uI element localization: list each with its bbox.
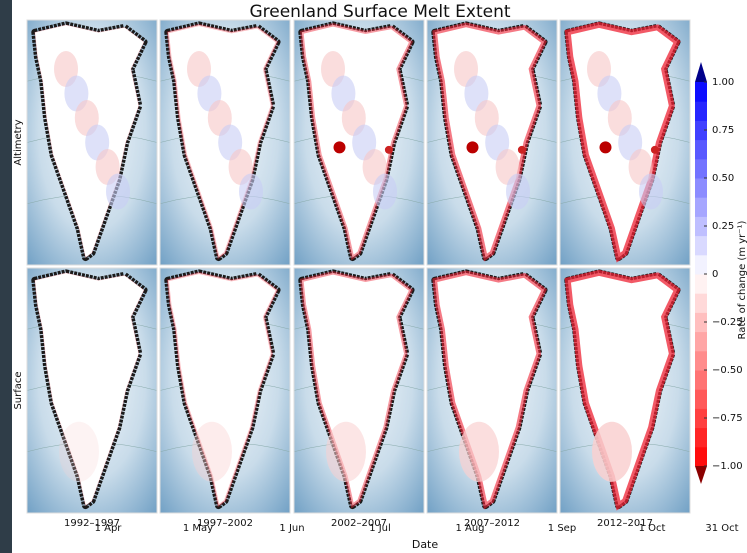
map-panel [160,20,290,265]
colorbar-tick-label: −1.00 [712,461,743,472]
map-panel [27,268,157,513]
anomaly [639,174,663,210]
colorbar-label: Rate of change (m yr⁻¹) [737,220,747,339]
colorbar-tick-label: −0.75 [712,413,743,424]
colorbar-step [695,82,707,102]
map-panel [294,268,424,513]
anomaly-hot [385,146,393,154]
sidebar [0,0,12,553]
column-label: 1992–1997 [64,518,120,529]
anomaly [239,174,263,210]
melt [192,422,232,482]
anomaly [506,174,530,210]
anomaly-hot [518,146,526,154]
colorbar-step [695,159,707,179]
map-panel [427,268,557,513]
melt [326,422,366,482]
row-label: Altimetry [13,119,24,165]
title: Greenland Surface Melt Extent [249,2,510,22]
column-label: 2002–2007 [331,518,387,529]
melt [592,422,632,482]
colorbar-step [695,447,707,467]
map-panel [160,268,290,513]
page: { "title": "Greenland Surface Melt Exten… [0,0,747,553]
colorbar-step [695,389,707,409]
map-panel [560,20,690,265]
colorbar-step [695,197,707,217]
colorbar-tick-label: 0 [712,269,718,280]
column-label: 2007–2012 [464,518,520,529]
background-tick-label: 1 Jun [279,523,304,534]
colorbar-extend [695,62,707,82]
colorbar-step [695,140,707,160]
melt [59,422,99,482]
colorbar-tick-label: 0.50 [712,173,734,184]
colorbar-step [695,274,707,294]
colorbar-step [695,428,707,448]
colorbar-step [695,255,707,275]
column-label: 1997–2002 [197,518,253,529]
colorbar-step [695,293,707,313]
colorbar: 1.000.750.500.250−0.25−0.50−0.75−1.00Rat… [695,62,747,484]
anomaly-hot [651,146,659,154]
background-tick-label: 31 Oct [705,523,738,534]
map-panel [27,20,157,265]
colorbar-extend [695,466,707,484]
map-panel [427,20,557,265]
figure: Greenland Surface Melt Extent Date 1.00 0… [0,0,747,553]
column-label: 2012–2017 [597,518,653,529]
colorbar-step [695,101,707,121]
anomaly [373,174,397,210]
colorbar-tick-label: 1.00 [712,77,734,88]
map-panel [560,268,690,513]
colorbar-tick-label: −0.50 [712,365,743,376]
colorbar-step [695,332,707,352]
row-label: Surface [13,371,24,409]
colorbar-tick-label: 0.25 [712,221,734,232]
background-tick-label: 1 Sep [548,523,576,534]
colorbar-step [695,236,707,256]
colorbar-tick-label: 0.75 [712,125,734,136]
anomaly-hot [467,141,479,153]
colorbar-step [695,178,707,198]
anomaly-hot [600,141,612,153]
melt [459,422,499,482]
map-panel [294,20,424,265]
anomaly-hot [334,141,346,153]
panels [27,20,690,513]
axis-label: Date [412,538,439,551]
colorbar-step [695,351,707,371]
colorbar-step [695,370,707,390]
anomaly [106,174,130,210]
